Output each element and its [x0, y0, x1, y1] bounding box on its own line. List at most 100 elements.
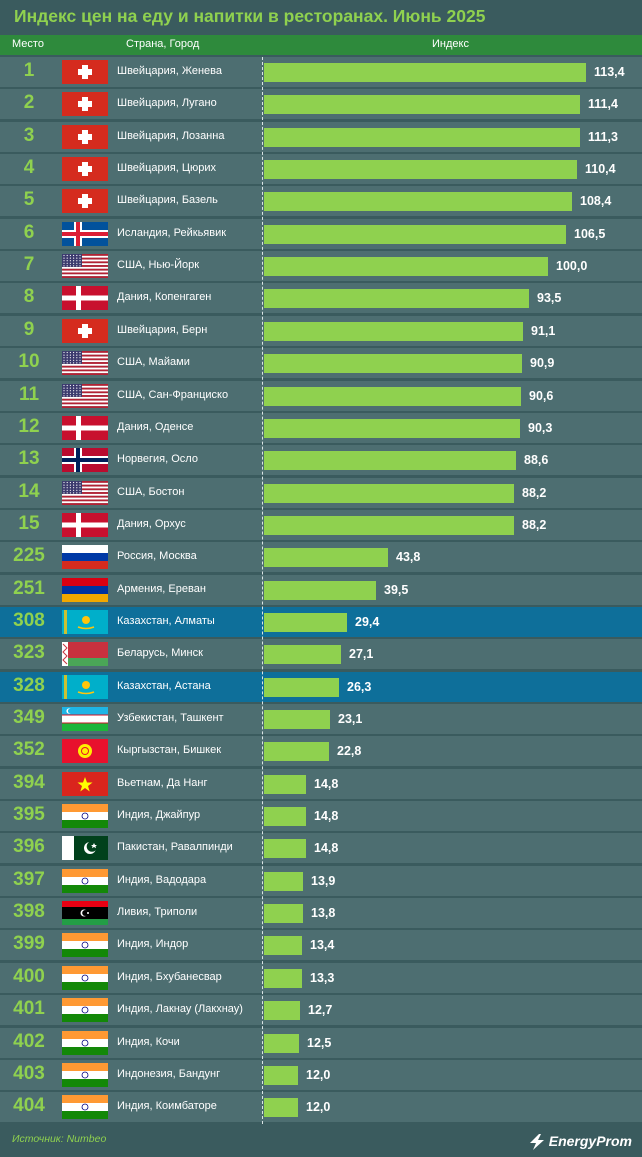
- table-row: 396 Пакистан, Равалпинди 14,8: [0, 833, 642, 864]
- value-label: 23,1: [338, 712, 363, 726]
- country-city-label: Индия, Бхубанесвар: [117, 970, 222, 983]
- chart-title: Индекс цен на еду и напитки в ресторанах…: [14, 6, 486, 26]
- table-row: 6 Исландия, Рейкьявик 106,5: [0, 218, 642, 249]
- rank-label: 10: [18, 351, 40, 373]
- value-label: 91,1: [531, 323, 556, 338]
- country-city-label: Индия, Индор: [117, 938, 189, 951]
- flag-in-icon: [62, 965, 108, 990]
- flag-ch-icon: [62, 189, 108, 214]
- table-row: 7 США, Нью-Йорк 100,0: [0, 251, 642, 282]
- bar: [264, 774, 306, 794]
- bar: [264, 677, 339, 697]
- value-label: 100,0: [556, 259, 588, 274]
- logo-text: EnergyProm: [548, 1132, 632, 1149]
- flag-am-icon: [62, 577, 108, 602]
- value-label: 13,3: [310, 970, 335, 985]
- rank-label: 398: [13, 901, 45, 923]
- flag-in-icon: [62, 1095, 108, 1120]
- bar: [264, 1098, 298, 1118]
- bar: [264, 1065, 298, 1085]
- value-label: 90,6: [529, 388, 554, 403]
- table-row: 11 США, Сан-Франциско 90,6: [0, 380, 642, 411]
- bar: [264, 63, 586, 82]
- flag-kz-icon: [62, 674, 108, 699]
- bar: [264, 580, 376, 600]
- value-label: 22,8: [337, 744, 362, 759]
- table-row: 4 Швейцария, Цюрих 110,4: [0, 154, 642, 185]
- value-label: 12,0: [306, 1100, 331, 1115]
- table-row: 15 Дания, Орхус 88,2: [0, 509, 642, 540]
- flag-in-icon: [62, 998, 108, 1023]
- rank-label: 13: [18, 448, 40, 470]
- rank-label: 397: [13, 868, 45, 890]
- value-label: 12,5: [307, 1035, 332, 1050]
- country-city-label: Индия, Джайпур: [117, 809, 201, 822]
- value-label: 27,1: [349, 647, 374, 662]
- country-city-label: Пакистан, Равалпинди: [117, 841, 233, 854]
- bar: [264, 386, 521, 406]
- table-row: 5 Швейцария, Базель 108,4: [0, 186, 642, 217]
- table-row: 2 Швейцария, Лугано 111,4: [0, 89, 642, 120]
- country-city-label: Кыргызстан, Бишкек: [117, 744, 222, 757]
- flag-kg-icon: [62, 739, 108, 764]
- value-label: 14,8: [314, 841, 339, 856]
- flag-pk-icon: [62, 836, 108, 861]
- flag-in-icon: [62, 804, 108, 829]
- table-row: 402 Индия, Кочи 12,5: [0, 1027, 642, 1058]
- country-city-label: Дания, Оденсе: [117, 420, 194, 433]
- header-rank: Место: [12, 38, 44, 50]
- rank-label: 394: [13, 771, 45, 793]
- source-note: Источник: Numbeo: [12, 1133, 107, 1145]
- rank-label: 400: [13, 965, 45, 987]
- flag-in-icon: [62, 1062, 108, 1087]
- flag-ch-icon: [62, 157, 108, 182]
- rank-label: 9: [23, 318, 35, 340]
- bar: [264, 257, 548, 277]
- flag-ly-icon: [62, 901, 108, 926]
- bar: [264, 742, 329, 762]
- value-label: 13,4: [310, 938, 335, 953]
- rank-label: 402: [13, 1030, 45, 1052]
- country-city-label: Швейцария, Цюрих: [117, 162, 216, 175]
- country-city-label: Индия, Лакнау (Лакхнау): [117, 1003, 243, 1016]
- table-row: 323 Беларусь, Минск 27,1: [0, 639, 642, 670]
- flag-us-icon: [62, 383, 108, 408]
- rank-label: 395: [13, 804, 45, 826]
- value-label: 90,9: [530, 356, 555, 371]
- value-label: 106,5: [574, 226, 606, 241]
- flag-is-icon: [62, 221, 108, 246]
- bar: [264, 418, 520, 438]
- flag-ch-icon: [62, 60, 108, 84]
- country-city-label: Вьетнам, Да Нанг: [117, 776, 208, 789]
- country-city-label: Индия, Коимбаторе: [117, 1100, 217, 1113]
- flag-no-icon: [62, 448, 108, 473]
- rank-label: 2: [23, 92, 35, 114]
- bar: [264, 483, 514, 503]
- table-row: 12 Дания, Оденсе 90,3: [0, 412, 642, 443]
- bar: [264, 710, 330, 729]
- flag-uz-icon: [62, 707, 108, 731]
- table-row: 1 Швейцария, Женева 113,4: [0, 57, 642, 87]
- country-city-label: Швейцария, Берн: [117, 323, 208, 336]
- value-label: 26,3: [347, 679, 372, 694]
- value-label: 88,2: [522, 517, 547, 532]
- table-row: 10 США, Майами 90,9: [0, 348, 642, 379]
- flag-in-icon: [62, 1030, 108, 1055]
- table-row: 403 Индонезия, Бандунг 12,0: [0, 1059, 642, 1090]
- table-header: Место Страна, Город Индекс: [0, 35, 642, 55]
- bar: [264, 224, 566, 244]
- value-label: 29,4: [355, 614, 380, 629]
- country-city-label: США, Нью-Йорк: [117, 259, 200, 272]
- country-city-label: США, Бостон: [117, 485, 185, 498]
- country-city-label: Узбекистан, Ташкент: [117, 712, 224, 724]
- flag-dk-icon: [62, 286, 108, 311]
- flag-us-icon: [62, 480, 108, 505]
- table-row: 395 Индия, Джайпур 14,8: [0, 801, 642, 832]
- bar: [264, 515, 514, 535]
- rank-label: 12: [18, 415, 40, 437]
- value-label: 13,9: [311, 873, 336, 888]
- flag-ch-icon: [62, 318, 108, 343]
- value-label: 88,2: [522, 485, 547, 500]
- flag-us-icon: [62, 351, 108, 376]
- rank-label: 399: [13, 933, 45, 955]
